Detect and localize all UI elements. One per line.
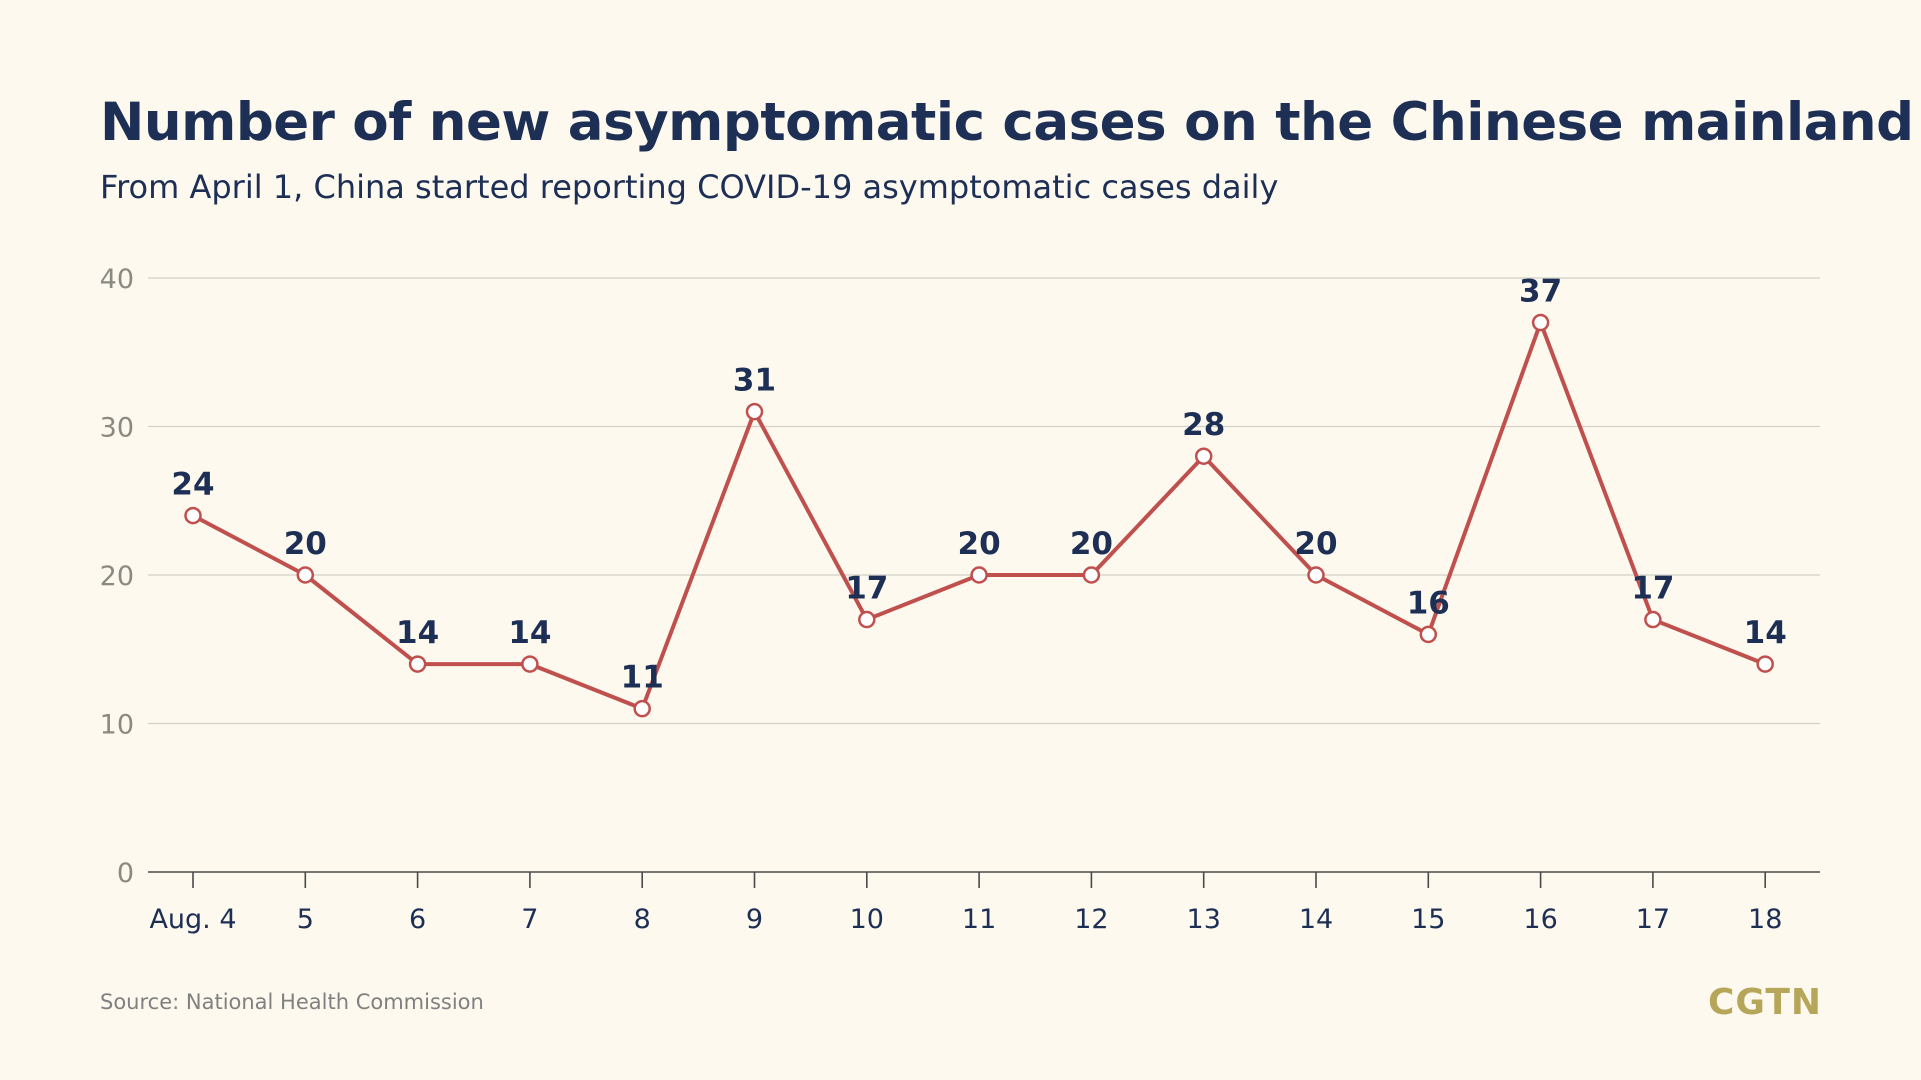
y-tick-labels: 0 10 20 30 40 [100,264,134,889]
x-tick-label: 14 [1299,904,1333,935]
x-tick-label: 17 [1636,904,1670,935]
data-point [184,506,202,525]
data-point [1531,313,1550,332]
x-tick-label: Aug. 4 [149,904,236,935]
data-label: 17 [845,571,888,607]
x-tick-label: 12 [1074,904,1108,935]
data-label: 20 [284,526,327,562]
x-tick-label: 8 [634,904,651,935]
chart-title: Number of new asymptomatic cases on the … [100,92,1914,153]
grid-layer [148,277,1820,725]
data-point [296,566,315,584]
y-tick-label: 20 [100,561,134,592]
data-point [858,610,876,629]
data-point [1307,566,1325,584]
data-label: 14 [396,615,439,651]
x-axis [148,871,1820,888]
cgtn-logo: CGTN [1708,982,1823,1023]
x-tick-label: 13 [1187,904,1221,935]
x-tick-label: 15 [1411,904,1445,935]
x-tick-label: 7 [521,904,538,935]
data-point [970,566,988,584]
x-tick-label: 9 [746,904,763,935]
x-tick-labels: Aug. 4 5 6 7 8 9 10 11 12 13 14 15 16 17 18 [149,904,1782,935]
data-label: 31 [733,363,776,399]
data-label: 24 [171,467,214,503]
data-point [633,699,651,718]
x-tick-label: 16 [1523,904,1557,935]
data-points [184,313,1774,718]
data-point [745,402,764,421]
data-point [1756,655,1774,673]
data-label: 16 [1407,585,1450,621]
data-label: 37 [1519,274,1562,310]
data-label: 14 [508,615,551,651]
data-point [521,655,539,673]
x-tick-label: 11 [962,904,996,935]
x-tick-label: 6 [409,904,426,935]
data-point [1194,447,1213,465]
data-label: 28 [1182,407,1225,443]
y-tick-label: 10 [100,710,134,741]
chart-subtitle: From April 1, China started reporting CO… [100,168,1279,206]
source-note: Source: National Health Commission [100,990,484,1014]
data-label: 11 [621,660,664,696]
data-label: 14 [1744,615,1787,651]
y-tick-label: 30 [100,413,134,444]
data-point [1644,610,1662,629]
data-point [1082,566,1101,584]
data-labels: 24 20 14 14 11 31 17 20 20 28 20 16 37 17 14 [171,274,1786,696]
data-label: 20 [958,526,1001,562]
x-tick-label: 5 [297,904,314,935]
data-label: 17 [1631,571,1674,607]
x-tick-label: 18 [1748,904,1782,935]
data-label: 20 [1070,526,1113,562]
data-point [1419,625,1438,644]
y-tick-label: 40 [100,264,134,295]
y-tick-label: 0 [117,858,134,889]
data-point [408,655,427,673]
x-tick-label: 10 [850,904,884,935]
data-label: 20 [1294,526,1337,562]
